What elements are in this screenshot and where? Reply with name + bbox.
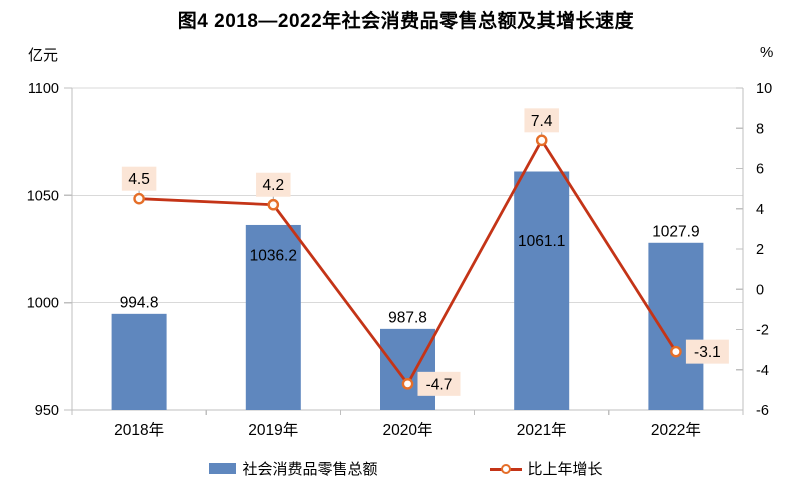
right-axis-tick-label: 4 [756, 202, 764, 218]
line-value-label: 7.4 [531, 113, 553, 130]
chart-legend: 社会消费品零售总额 比上年增长 [0, 458, 812, 479]
legend-item-bar-series: 社会消费品零售总额 [209, 458, 378, 479]
right-axis-tick-label: -4 [756, 363, 769, 379]
line-marker [535, 134, 548, 147]
left-axis-tick-label: 950 [35, 403, 59, 419]
line-marker [267, 198, 280, 211]
left-axis-tick-label: 1100 [28, 81, 59, 97]
left-axis-tick-label: 1000 [27, 296, 59, 312]
line-value-label-bg [121, 166, 157, 191]
bar [380, 328, 435, 410]
line-marker [670, 345, 682, 358]
right-axis-tick-label: 0 [756, 282, 764, 298]
right-axis-tick-label: 6 [756, 162, 764, 178]
right-axis-tick-label: -6 [756, 403, 769, 419]
right-axis-tick-label: 10 [756, 81, 772, 97]
right-axis-tick-label: 2 [756, 242, 764, 258]
right-axis-unit-label: % [760, 44, 774, 61]
bar-value-label: 987.8 [388, 309, 427, 326]
bar-value-label: 1061.1 [518, 233, 565, 250]
line-value-label-bg [524, 108, 559, 133]
chart-title: 图4 2018—2022年社会消费品零售总额及其增长速度 [177, 11, 635, 32]
line-marker [401, 378, 414, 390]
bar [245, 224, 301, 410]
x-axis-category-label: 2021年 [517, 421, 567, 439]
line-value-label-bg [417, 371, 461, 396]
x-axis-category-label: 2019年 [248, 421, 298, 439]
line-marker [133, 192, 145, 205]
line-value-label: 4.2 [263, 177, 285, 194]
x-axis-category-label: 2018年 [114, 421, 164, 439]
left-axis-unit-label: 亿元 [28, 47, 59, 64]
x-axis-category-label: 2020年 [383, 421, 433, 439]
bar-value-label: 1036.2 [250, 247, 297, 264]
bar-series-legend-label: 社会消费品零售总额 [242, 461, 378, 478]
bar [648, 242, 704, 410]
line-value-label: -4.7 [426, 376, 453, 393]
line-value-label: -3.1 [694, 344, 721, 361]
line-value-label-bg [256, 172, 291, 197]
line-swatch-marker-icon [500, 463, 511, 474]
line-series-swatch [489, 463, 522, 475]
right-axis-tick-label: -2 [756, 323, 769, 339]
bar-value-label: 1027.9 [652, 223, 699, 240]
bar [111, 313, 167, 410]
bar-value-label: 994.8 [120, 294, 159, 311]
line-value-label: 4.5 [128, 171, 150, 188]
x-axis-category-label: 2022年 [651, 421, 701, 439]
legend-item-line-series: 比上年增长 [489, 458, 603, 479]
bar-series-swatch [209, 463, 237, 474]
right-axis-tick-label: 8 [756, 121, 764, 137]
left-axis-tick-label: 1050 [27, 188, 59, 204]
line-series-legend-label: 比上年增长 [527, 461, 603, 478]
bar [514, 171, 570, 410]
line-value-label-bg [685, 339, 729, 364]
